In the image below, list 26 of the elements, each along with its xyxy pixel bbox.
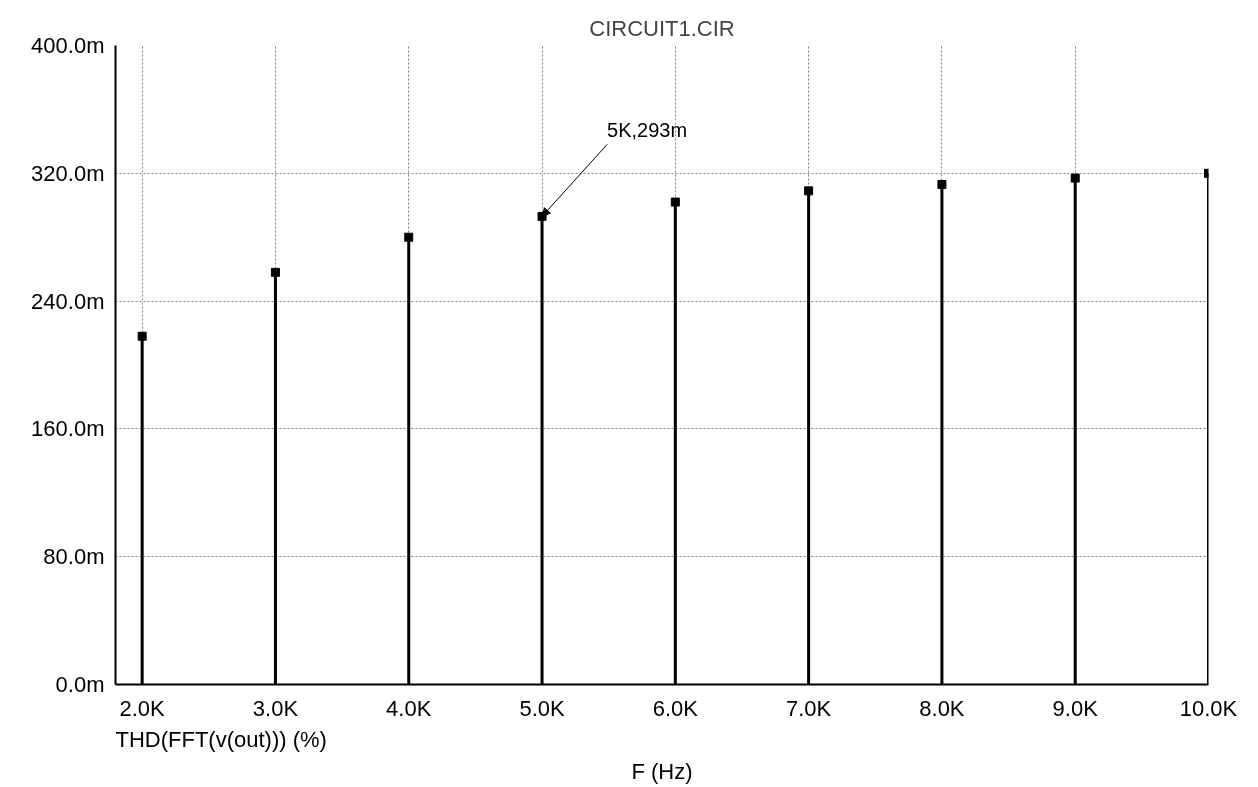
point (137, 331, 147, 341)
x-tick-label: 7.0K (785, 695, 832, 721)
annotation: 5K,293m (607, 119, 688, 142)
text: THD(FFT(v(out))) (%) (115, 726, 327, 752)
chart-title: CIRCUIT1.CIR (589, 15, 735, 41)
x-tick-label: 8.0K (919, 695, 965, 721)
y-tick-label: 240.0m (31, 288, 105, 314)
point (670, 197, 680, 207)
x-axis-title: F (Hz) (631, 758, 693, 784)
y-tick-label: 320.0m (31, 160, 105, 186)
point (404, 232, 414, 242)
x-tick-label: 4.0K (386, 695, 432, 721)
x-tick-label: 6.0K (652, 695, 699, 721)
point (1070, 173, 1080, 183)
x-tick-label: 2.0K (119, 695, 166, 721)
x-tick-label: 5.0K (519, 695, 565, 721)
x-tick-label: 3.0K (252, 695, 299, 721)
point (270, 267, 280, 277)
x-tick-label: 10.0K (1179, 695, 1238, 721)
y-tick-label: 400.0m (31, 33, 105, 58)
x-tick-label: 9.0K (1052, 695, 1099, 721)
y-tick-label: 80.0m (43, 544, 105, 570)
y-tick-label: 160.0m (31, 416, 105, 442)
point (937, 179, 947, 189)
point (804, 186, 814, 196)
y-tick-label: 0.0m (55, 672, 105, 697)
